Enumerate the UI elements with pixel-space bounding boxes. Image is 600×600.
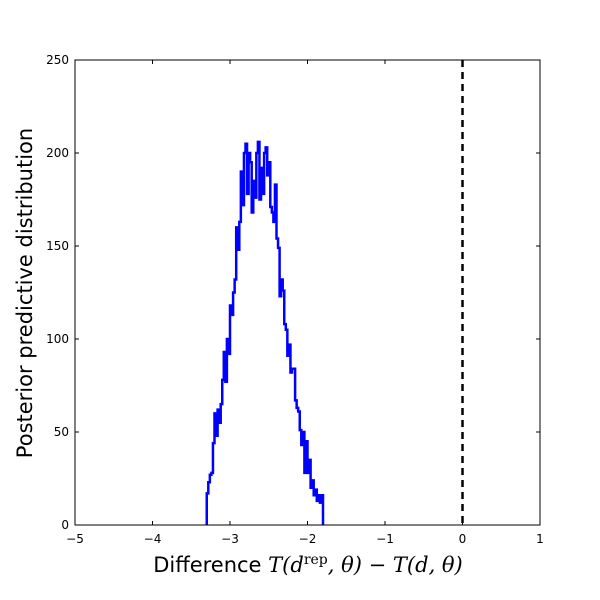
x-axis-label: Difference T(drep, θ) − T(d, θ) xyxy=(153,552,463,577)
y-tick-label: 150 xyxy=(46,239,69,253)
y-tick-label: 250 xyxy=(46,53,69,67)
y-tick-label: 200 xyxy=(46,146,69,160)
labels-layer: Posterior predictive distribution Differ… xyxy=(13,128,463,577)
histogram-step-line xyxy=(205,140,325,525)
plot-frame xyxy=(74,59,541,526)
x-tick-label: −1 xyxy=(376,532,394,546)
x-tick-label: −3 xyxy=(221,532,239,546)
data-layer xyxy=(205,60,464,525)
x-axis-label-math-sup: rep xyxy=(304,552,328,568)
ticks-layer: −5 −4 −3 −2 −1 0 1 0 50 100 150 200 250 xyxy=(46,53,544,546)
x-tick-label: 0 xyxy=(459,532,467,546)
y-axis-label: Posterior predictive distribution xyxy=(13,128,37,458)
y-tick-label: 100 xyxy=(46,332,69,346)
x-axis-label-math-mid: , θ) − xyxy=(328,553,393,577)
x-axis-label-prefix: Difference xyxy=(153,553,261,577)
x-axis-label-math-d: d xyxy=(290,553,303,577)
x-tick-label: −5 xyxy=(66,532,84,546)
y-tick-label: 0 xyxy=(61,518,69,532)
x-axis-label-math-t2: T(d, θ) xyxy=(393,553,463,577)
x-axis-label-math-t1: T( xyxy=(268,553,291,577)
x-tick-label: −2 xyxy=(299,532,317,546)
x-tick-label: −4 xyxy=(144,532,162,546)
x-tick-label: 1 xyxy=(536,532,544,546)
y-tick-label: 50 xyxy=(54,425,69,439)
